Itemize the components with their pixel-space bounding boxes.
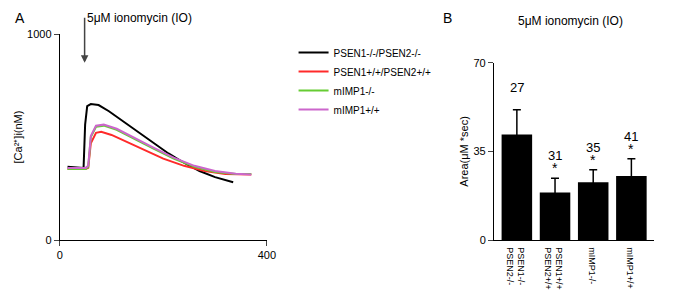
svg-text:Area(μM *sec): Area(μM *sec)	[458, 116, 470, 187]
svg-text:mIMP1-/-: mIMP1-/-	[334, 86, 375, 97]
svg-text:PSEN1-/-/PSEN2-/-: PSEN1-/-/PSEN2-/-	[334, 48, 421, 59]
svg-text:5μM ionomycin (IO): 5μM ionomycin (IO)	[87, 11, 192, 25]
svg-text:[Ca²⁺]i(nM): [Ca²⁺]i(nM)	[12, 111, 24, 164]
svg-text:*: *	[590, 152, 596, 168]
svg-text:PSEN1+/+/PSEN2+/+: PSEN1+/+/PSEN2+/+	[334, 67, 431, 78]
svg-text:35: 35	[586, 140, 600, 155]
svg-text:41: 41	[624, 129, 638, 144]
svg-text:mIMP1+/+: mIMP1+/+	[334, 105, 380, 116]
svg-text:PSEN1+/+PSEN2+/+: PSEN1+/+PSEN2+/+	[543, 247, 565, 290]
svg-text:PSEN1-/-PSEN2-/-: PSEN1-/-PSEN2-/-	[505, 247, 527, 285]
svg-text:0: 0	[57, 249, 63, 261]
svg-text:B: B	[443, 10, 452, 26]
svg-text:A: A	[15, 10, 25, 26]
svg-text:mIMP1-/-: mIMP1-/-	[587, 247, 597, 284]
svg-text:35: 35	[474, 145, 486, 157]
svg-text:31: 31	[548, 148, 562, 163]
svg-text:mIMP1+/+: mIMP1+/+	[625, 247, 635, 289]
svg-text:5μM ionomycin (IO): 5μM ionomycin (IO)	[518, 14, 623, 28]
svg-text:400: 400	[258, 249, 276, 261]
svg-text:27: 27	[510, 80, 524, 95]
svg-text:*: *	[552, 160, 558, 176]
svg-text:0: 0	[480, 234, 486, 246]
svg-text:0: 0	[45, 234, 51, 246]
svg-text:70: 70	[474, 57, 486, 69]
svg-text:*: *	[628, 141, 634, 157]
svg-text:1000: 1000	[27, 28, 51, 40]
